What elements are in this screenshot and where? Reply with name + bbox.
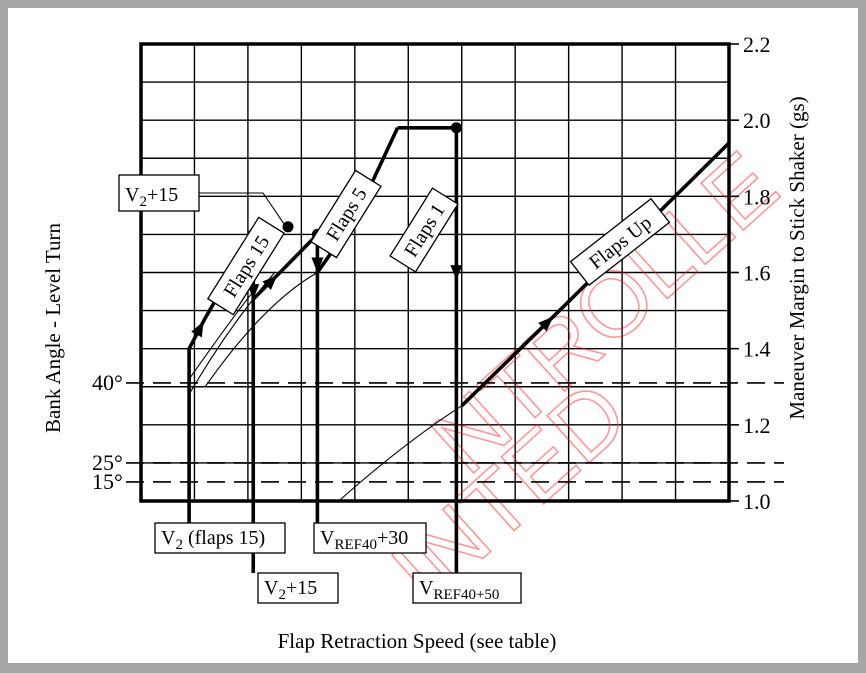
left-axis-title: Bank Angle - Level Turn bbox=[41, 223, 65, 433]
speed-arrow-down bbox=[450, 265, 463, 281]
y-tick-label: 1.4 bbox=[743, 337, 771, 362]
series-arrow bbox=[191, 321, 204, 338]
flap-label-box bbox=[206, 216, 286, 316]
speed-label-box bbox=[154, 522, 286, 554]
flap-label-box bbox=[569, 197, 671, 287]
bank-angle-label: 25° bbox=[92, 450, 123, 475]
marker-dot bbox=[450, 122, 462, 134]
speed-label-box bbox=[412, 572, 522, 604]
x-axis-title: Flap Retraction Speed (see table) bbox=[278, 629, 557, 653]
reference-curve bbox=[188, 272, 276, 395]
reference-curve bbox=[338, 405, 463, 502]
reference-curve bbox=[204, 272, 318, 388]
bank-angle-label: 15° bbox=[92, 469, 123, 494]
series-line bbox=[251, 233, 319, 301]
y-tick-label: 1.0 bbox=[743, 489, 771, 514]
callout-label: V2+15 bbox=[125, 184, 178, 210]
speed-label: VREF40+50 bbox=[419, 577, 499, 603]
series-arrow bbox=[262, 275, 278, 291]
flap-label: Flaps 1 bbox=[389, 187, 459, 273]
speed-label-box bbox=[257, 572, 339, 604]
series-arrow bbox=[538, 316, 554, 332]
y-tick-label: 1.2 bbox=[743, 413, 771, 438]
right-axis-ticks: 1.0 1.2 1.4 1.6 1.8 2.0 2.2 bbox=[729, 32, 771, 514]
speed-arrow-down bbox=[311, 257, 324, 273]
reference-curve bbox=[188, 291, 254, 380]
series-line bbox=[460, 141, 731, 408]
speed-label: V2 (flaps 15) bbox=[161, 527, 265, 553]
right-axis-title: Maneuver Margin to Stick Shaker (gs) bbox=[785, 96, 809, 419]
speed-label: V2+15 bbox=[264, 577, 317, 603]
y-tick-label: 1.6 bbox=[743, 261, 771, 286]
bank-angle-label: 40° bbox=[92, 370, 123, 395]
callout-leader bbox=[199, 192, 287, 228]
flap-label: Flaps 5 bbox=[310, 169, 382, 259]
flap-retraction-chart: NTROLLE INTED 40°25°15° 1.01.21.41.61.82… bbox=[41, 32, 809, 653]
chart-panel: NTROLLE INTED 40° 25° 15° 1.0 1.2 1.4 1.6 1.8 2… bbox=[8, 8, 858, 663]
speed-label: VREF40+30 bbox=[320, 527, 408, 553]
flap-label-box bbox=[389, 187, 459, 273]
speed-label-box bbox=[313, 522, 427, 554]
y-tick-label: 1.8 bbox=[743, 184, 771, 209]
flap-label-box bbox=[310, 169, 382, 259]
marker-dot bbox=[282, 221, 294, 233]
reference-curves bbox=[188, 272, 463, 502]
y-tick-label: 2.2 bbox=[743, 32, 771, 57]
y-tick-label: 2.0 bbox=[743, 108, 771, 133]
